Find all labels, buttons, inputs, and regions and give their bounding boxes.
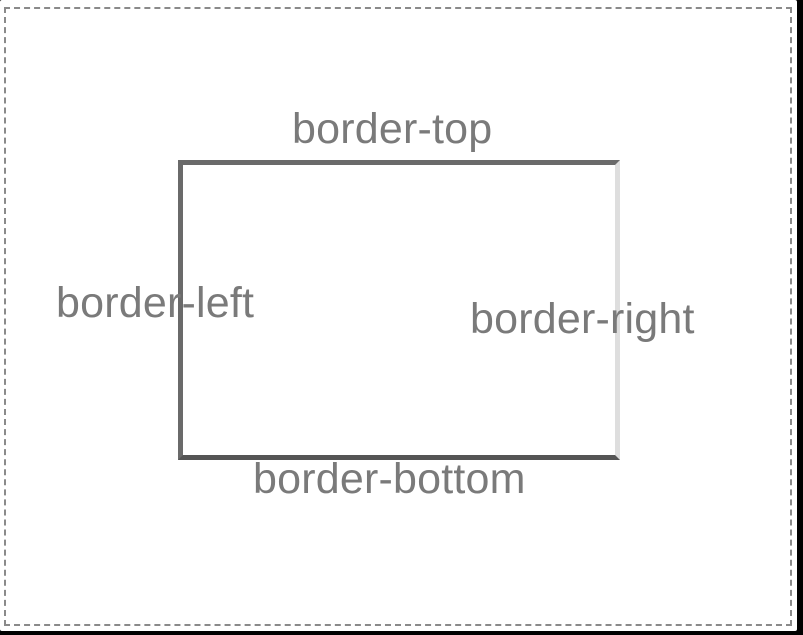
label-border-left: border-left (56, 279, 255, 327)
label-border-right: border-right (470, 295, 695, 343)
label-border-top: border-top (292, 105, 493, 153)
container-outline (4, 7, 792, 626)
label-border-bottom: border-bottom (253, 455, 526, 503)
bordered-box (178, 160, 620, 460)
